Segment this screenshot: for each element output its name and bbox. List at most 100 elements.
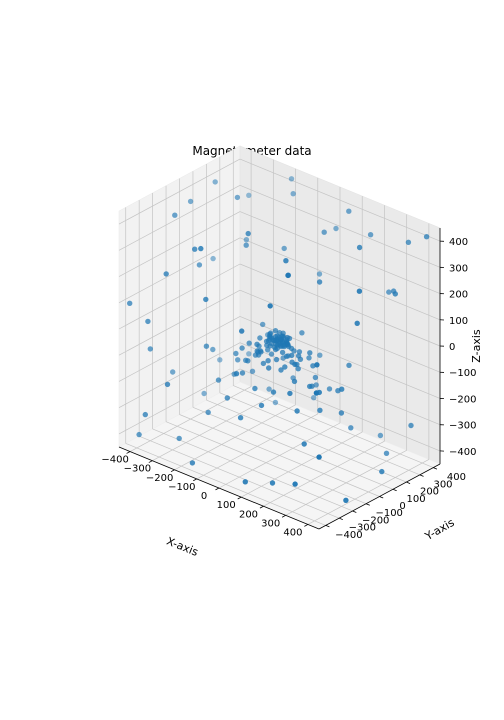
data-point — [354, 320, 360, 326]
z-tick-label: −200 — [449, 394, 476, 405]
z-tick-label: 200 — [449, 290, 468, 301]
grid-line-z-left — [118, 263, 241, 330]
data-point — [242, 479, 248, 485]
tick-mark — [193, 478, 197, 482]
grid-line-z-left — [118, 289, 241, 356]
tick-marks — [126, 240, 445, 528]
data-point — [203, 343, 210, 349]
z-tick-label: 300 — [449, 263, 468, 274]
data-point — [289, 352, 295, 359]
x-tick-label: 300 — [261, 518, 280, 529]
tick-mark — [365, 503, 370, 506]
data-point — [239, 370, 246, 376]
z-tick-label: −400 — [449, 447, 476, 458]
data-points — [127, 176, 430, 503]
data-point — [313, 382, 319, 388]
z-axis-label: Z-axis — [470, 329, 483, 363]
data-point — [257, 335, 263, 341]
tick-mark — [325, 525, 330, 528]
grid-line-z-back — [239, 342, 441, 425]
data-point — [145, 318, 151, 325]
data-point — [296, 349, 303, 355]
data-point — [234, 194, 241, 201]
x-tick-label: 200 — [239, 509, 258, 520]
data-point — [313, 390, 320, 396]
data-point — [379, 468, 385, 475]
data-point — [283, 258, 289, 264]
grid-line-z-back — [239, 237, 441, 321]
data-point — [273, 346, 279, 353]
tick-mark — [215, 487, 220, 491]
grid-line-y-floor — [233, 385, 434, 468]
data-point — [317, 407, 323, 413]
data-point — [265, 358, 271, 364]
data-point — [272, 328, 279, 334]
data-point — [212, 179, 218, 185]
data-point — [192, 246, 198, 252]
y-tick-label: −100 — [375, 508, 402, 519]
z-tick-label: −100 — [449, 368, 476, 379]
grid-line-y-floor — [139, 435, 340, 519]
data-point — [252, 385, 258, 392]
data-point — [235, 357, 241, 363]
grid-line-z-back — [239, 368, 441, 452]
tick-mark — [339, 517, 344, 521]
grid-line-y-floor — [152, 428, 353, 512]
x-tick-label: 0 — [201, 491, 207, 502]
z-tick-label: 400 — [449, 237, 468, 248]
data-point — [245, 230, 251, 237]
data-point — [258, 349, 264, 355]
x-tick-label: 400 — [283, 528, 302, 539]
data-point — [285, 342, 291, 348]
data-point — [267, 303, 273, 309]
data-point — [311, 395, 317, 401]
data-point — [243, 242, 249, 248]
data-point — [306, 355, 312, 361]
data-point — [281, 245, 287, 252]
data-point — [266, 386, 272, 392]
data-point — [233, 371, 240, 377]
data-point — [272, 399, 279, 406]
data-point — [287, 390, 293, 397]
data-point — [246, 340, 252, 346]
data-point — [356, 244, 363, 251]
data-point — [316, 454, 322, 460]
y-tick-label: −400 — [335, 530, 362, 541]
data-point — [423, 234, 430, 240]
y-tick-label: −200 — [362, 515, 389, 526]
y-tick-label: 0 — [399, 501, 405, 512]
tick-mark — [170, 469, 175, 473]
data-point — [285, 272, 291, 279]
data-point — [205, 409, 211, 416]
data-point — [246, 351, 252, 357]
data-point — [239, 345, 245, 351]
grid-line-y-floor — [125, 443, 326, 526]
data-point — [307, 383, 313, 390]
tick-mark — [259, 505, 264, 509]
data-point — [294, 408, 300, 414]
tick-mark — [379, 496, 384, 499]
data-point — [346, 208, 352, 214]
z-tick-label: −300 — [449, 421, 476, 432]
grid-line-y-floor — [179, 414, 380, 497]
grid-line-y-floor — [192, 406, 394, 490]
grid-line-z-left — [118, 211, 241, 277]
data-point — [196, 262, 203, 268]
data-point — [164, 381, 171, 388]
tick-mark — [237, 496, 242, 500]
data-point — [217, 357, 223, 363]
grid-line-z-back — [239, 289, 441, 373]
data-point — [299, 330, 305, 336]
data-point — [270, 389, 277, 395]
data-point — [383, 450, 390, 456]
tick-mark — [304, 524, 309, 527]
z-tick-label: 100 — [449, 316, 468, 327]
grid-line-z-back — [239, 211, 441, 294]
data-point — [267, 334, 273, 340]
data-point — [254, 341, 260, 347]
data-point — [273, 356, 280, 363]
data-point — [266, 365, 272, 371]
data-point — [316, 279, 323, 285]
data-point — [224, 395, 230, 401]
tick-mark — [281, 514, 286, 518]
